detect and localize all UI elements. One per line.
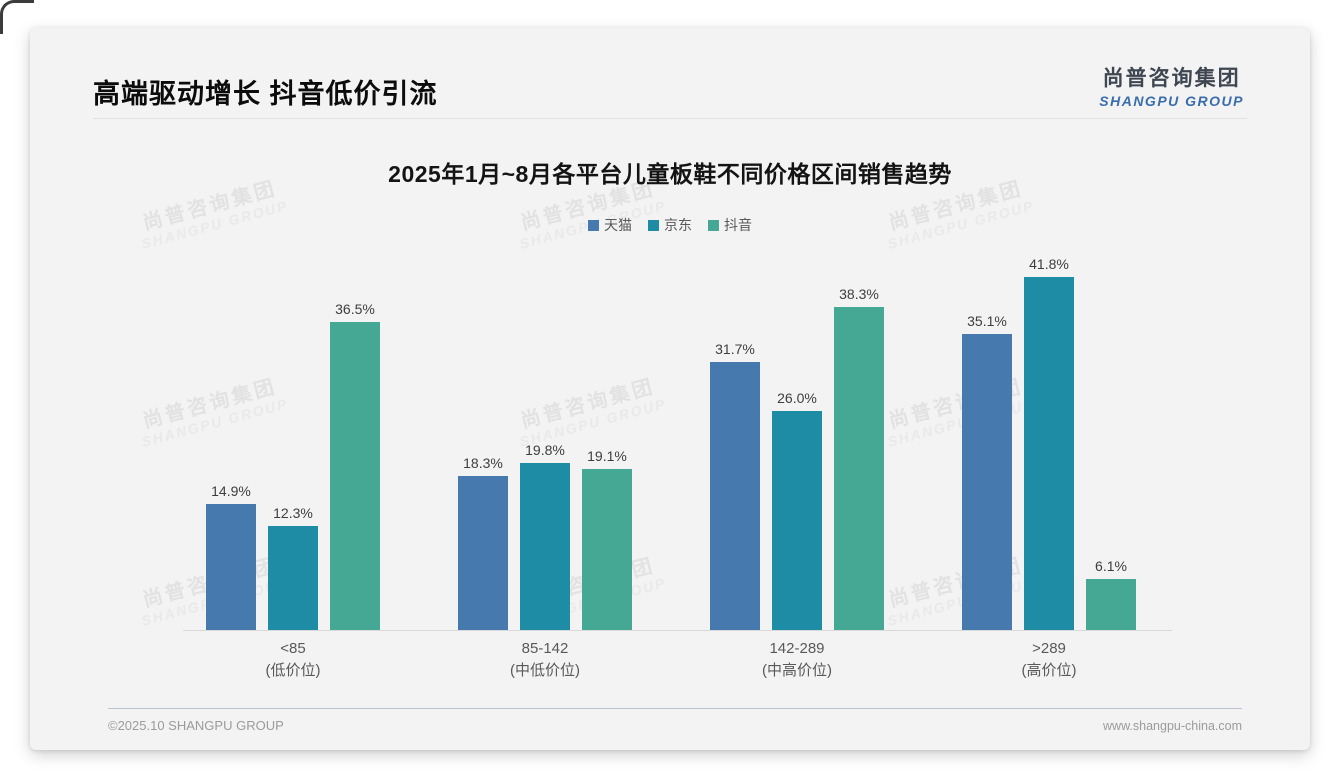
company-logo: 尚普咨询集团 SHANGPU GROUP [1099, 62, 1244, 109]
bar-天猫: 31.7% [710, 341, 760, 630]
page-title: 高端驱动增长 抖音低价引流 [93, 79, 438, 109]
category-label: >289 (高价位) [1021, 640, 1077, 679]
bar-value-label: 38.3% [839, 285, 879, 302]
bar [772, 410, 822, 630]
bar-group: 35.1% 41.8% 6.1% [923, 256, 1175, 630]
category-label: 142-289 (中高价位) [762, 640, 832, 679]
bar [268, 526, 318, 630]
screenshot-corner-frame [0, 0, 34, 34]
bar [1086, 578, 1136, 630]
x-axis-line [183, 630, 1172, 631]
legend-swatch [588, 219, 599, 231]
legend-swatch [708, 219, 719, 231]
bar-value-label: 6.1% [1095, 557, 1127, 574]
bar-value-label: 26.0% [777, 389, 817, 406]
bar-京东: 41.8% [1024, 256, 1074, 630]
legend-item: 京东 [648, 215, 692, 235]
bar [1024, 277, 1074, 630]
category-axis: <85 (低价位) 85-142 (中低价位) 142-289 (中高价位) >289 (高价… [167, 638, 1175, 682]
bar [962, 333, 1012, 630]
bar-value-label: 12.3% [273, 505, 313, 522]
header-divider [93, 118, 1247, 119]
bar [330, 321, 380, 630]
bar-抖音: 38.3% [834, 286, 884, 630]
footer-copyright: ©2025.10 SHANGPU GROUP [108, 718, 284, 733]
bar-group: 18.3% 19.8% 19.1% [419, 442, 671, 630]
footer-website: www.shangpu-china.com [1103, 719, 1242, 733]
report-slide: 尚普咨询集团 SHANGPU GROUP 尚普咨询集团 SHANGPU GROUP … [30, 28, 1310, 750]
plot-area: 14.9% 12.3% 36.5% 18.3% 19.8% 19.1% 31.7% 26.0%… [167, 240, 1175, 630]
bar-group: 31.7% 26.0% 38.3% [671, 286, 923, 630]
bar-value-label: 36.5% [335, 300, 375, 317]
bar-value-label: 31.7% [715, 341, 755, 358]
bar-value-label: 18.3% [463, 454, 503, 471]
bar-value-label: 41.8% [1029, 256, 1069, 273]
logo-cn-text: 尚普咨询集团 [1102, 67, 1241, 90]
category-label: 85-142 (中低价位) [510, 640, 580, 679]
legend-label: 京东 [664, 217, 692, 233]
bar-value-label: 35.1% [967, 312, 1007, 329]
bar [710, 362, 760, 630]
legend-swatch [648, 219, 659, 231]
bar-group: 14.9% 12.3% 36.5% [167, 301, 419, 630]
bar-value-label: 19.1% [587, 447, 627, 464]
bar-value-label: 19.8% [525, 441, 565, 458]
bar [834, 306, 884, 630]
legend-item: 天猫 [588, 215, 632, 235]
bar [206, 504, 256, 630]
bar [582, 468, 632, 630]
bar [458, 475, 508, 630]
bar-京东: 12.3% [268, 505, 318, 630]
legend-item: 抖音 [708, 215, 752, 235]
bar-京东: 19.8% [520, 442, 570, 630]
bar-天猫: 18.3% [458, 455, 508, 630]
bar-抖音: 19.1% [582, 448, 632, 630]
legend-label: 天猫 [604, 217, 632, 233]
bar-抖音: 36.5% [330, 301, 380, 630]
footer-divider [108, 708, 1242, 709]
bar-抖音: 6.1% [1086, 558, 1136, 630]
bar-京东: 26.0% [772, 390, 822, 630]
bar-天猫: 35.1% [962, 313, 1012, 630]
chart-title: 2025年1月~8月各平台儿童板鞋不同价格区间销售趋势 [388, 161, 952, 187]
bar-天猫: 14.9% [206, 483, 256, 630]
legend-label: 抖音 [724, 217, 752, 233]
bar-value-label: 14.9% [211, 483, 251, 500]
category-label: <85 (低价位) [265, 640, 321, 679]
logo-en-text: SHANGPU GROUP [1099, 93, 1244, 109]
legend: 天猫 京东 抖音 [30, 215, 1310, 235]
bar [520, 462, 570, 630]
